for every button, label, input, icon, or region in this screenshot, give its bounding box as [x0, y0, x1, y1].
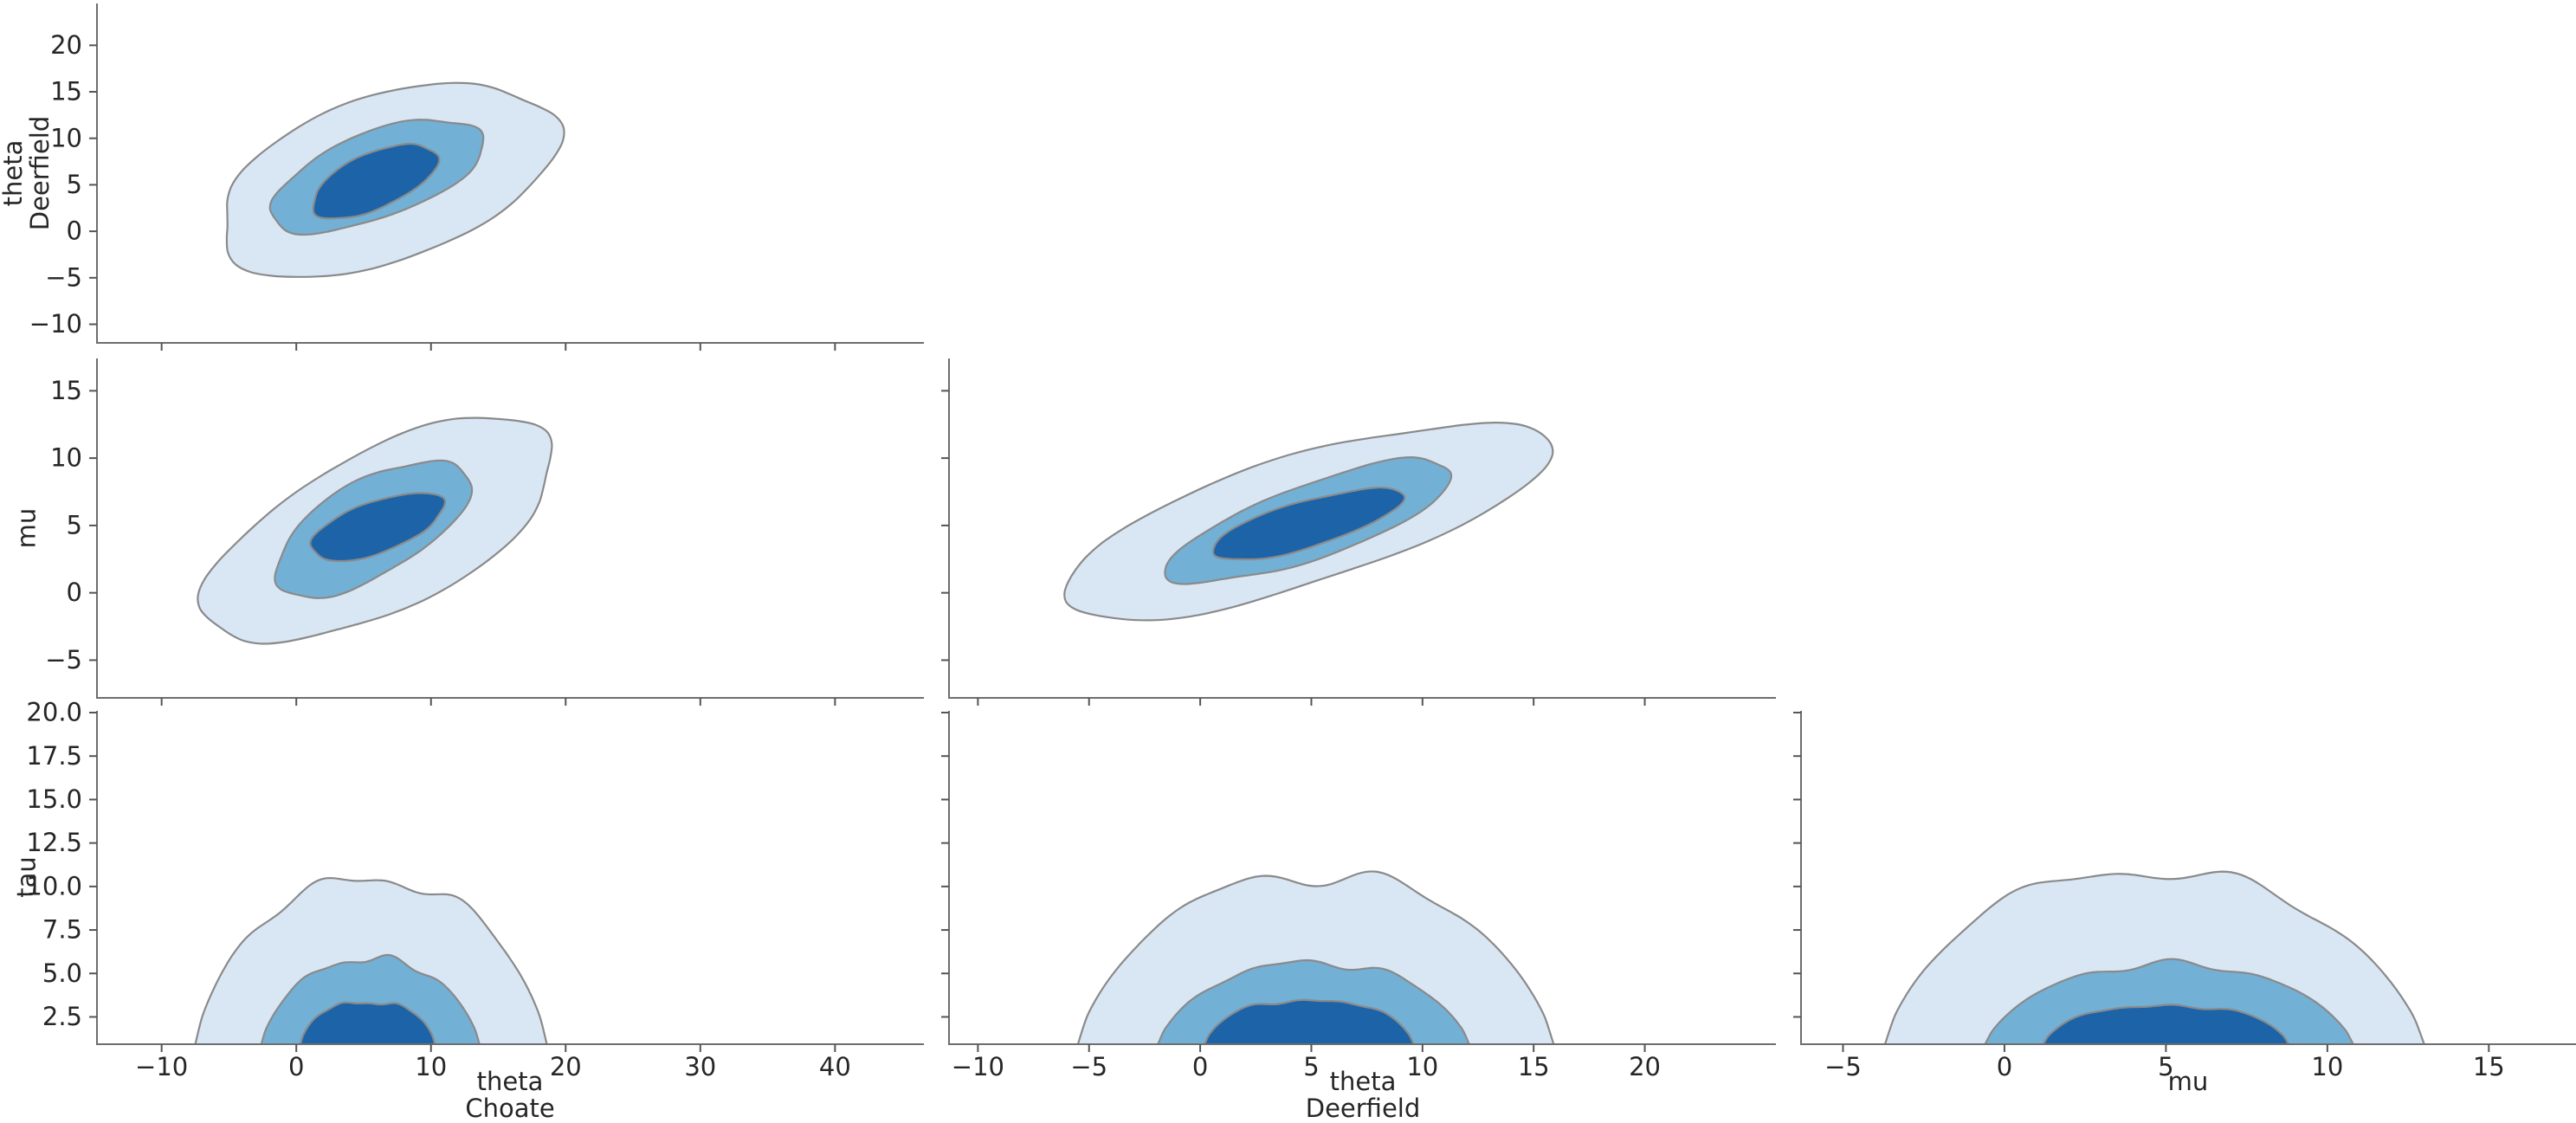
kde-panel-theta-Deerfield-vs-theta-Choate: 20 15 10 5 0 −5 −10 — [29, 3, 924, 351]
y-tick-label: 15 — [50, 376, 82, 405]
kde-panel-tau-vs-theta-Deerfield: −10 −5 0 5 10 15 20 — [941, 711, 1776, 1081]
y-tick-label: 10 — [50, 443, 82, 473]
x-tick-label: 15 — [1518, 1052, 1550, 1081]
y-tick-label: −5 — [45, 262, 82, 292]
x-tick-label: 15 — [2473, 1052, 2505, 1081]
kde-contour-inner — [312, 142, 441, 220]
x-tick-label: 20 — [550, 1052, 582, 1081]
kde-contour-inner — [2042, 1004, 2290, 1044]
x-tick-label: −10 — [135, 1052, 188, 1081]
y-tick-label: 0 — [67, 216, 82, 246]
contour-group — [1076, 870, 1555, 1044]
y-tick-label: 15.0 — [26, 784, 82, 814]
x-axis-label-line: theta — [476, 1067, 544, 1096]
contour-group — [1063, 421, 1554, 622]
x-axis-label-theta-choate: theta Choate — [465, 1068, 554, 1122]
kde-contour-inner — [299, 1001, 436, 1044]
y-axis-label-line: mu — [11, 507, 42, 549]
y-axis-label-theta-deerfield: theta Deerfield — [0, 115, 55, 231]
kde-contour-inner — [1211, 486, 1406, 561]
kde-panel-tau-vs-mu: −5 0 5 10 15 — [1793, 711, 2576, 1081]
contour-group — [1883, 870, 2425, 1044]
y-axis-label-tau: tau — [11, 856, 42, 898]
y-tick-label: 20 — [50, 30, 82, 60]
x-axis-label-theta-deerfield: theta Deerfield — [1306, 1068, 1421, 1122]
x-tick-label: 30 — [684, 1052, 716, 1081]
x-axis-label-mu: mu — [2168, 1068, 2209, 1095]
x-tick-label: 0 — [1192, 1052, 1208, 1081]
x-tick-label: −10 — [952, 1052, 1004, 1081]
x-tick-label: 0 — [288, 1052, 304, 1081]
y-tick-label: −10 — [29, 309, 82, 339]
x-tick-label: 10 — [1406, 1052, 1438, 1081]
y-axis-label-line: theta — [0, 139, 28, 207]
y-tick-label: 5.0 — [42, 958, 82, 988]
kde-contour-inner — [1204, 998, 1415, 1044]
kde-panel-mu-vs-theta-Deerfield — [941, 358, 1776, 706]
y-tick-label: 0 — [67, 578, 82, 607]
kde-contour-inner — [309, 492, 447, 563]
contour-group — [197, 416, 553, 645]
y-tick-label: 12.5 — [26, 828, 82, 857]
x-tick-label: 5 — [1303, 1052, 1319, 1081]
y-axis-label-line: Deerfield — [25, 115, 55, 231]
x-axis-label-line: theta — [1329, 1067, 1397, 1096]
x-tick-label: 10 — [2311, 1052, 2343, 1081]
x-tick-label: −5 — [1070, 1052, 1107, 1081]
y-tick-label: 17.5 — [26, 741, 82, 771]
x-axis-label-line: Deerfield — [1305, 1094, 1421, 1123]
kde-panel-tau-vs-theta-Choate: −10 0 10 20 30 40 20.0 17.5 15.0 12.5 10.0 7.5 5.0 2.… — [26, 698, 924, 1081]
y-tick-label: 5 — [67, 510, 82, 539]
kde-panel-mu-vs-theta-Choate: 15 10 5 0 −5 — [45, 358, 924, 706]
y-axis-label-mu: mu — [11, 507, 42, 549]
y-tick-label: 2.5 — [42, 1002, 82, 1031]
x-axis-label-line: Choate — [465, 1094, 555, 1123]
contour-group — [225, 81, 565, 278]
x-axis-label-line: mu — [2167, 1067, 2209, 1096]
x-tick-label: 0 — [1997, 1052, 2012, 1081]
y-tick-label: 7.5 — [42, 915, 82, 945]
y-tick-label: 10.0 — [26, 871, 82, 900]
y-tick-label: 15 — [50, 77, 82, 106]
x-tick-label: 5 — [2158, 1052, 2173, 1081]
x-tick-label: 40 — [819, 1052, 851, 1081]
contour-group — [194, 876, 548, 1044]
y-axis-label-line: tau — [11, 856, 42, 898]
y-tick-label: −5 — [45, 645, 82, 674]
x-tick-label: −5 — [1824, 1052, 1862, 1081]
y-tick-label: 10 — [50, 123, 82, 152]
y-tick-label: 5 — [67, 170, 82, 199]
x-tick-label: 10 — [415, 1052, 447, 1081]
y-tick-label: 20.0 — [26, 698, 82, 727]
x-tick-label: 20 — [1629, 1052, 1661, 1081]
